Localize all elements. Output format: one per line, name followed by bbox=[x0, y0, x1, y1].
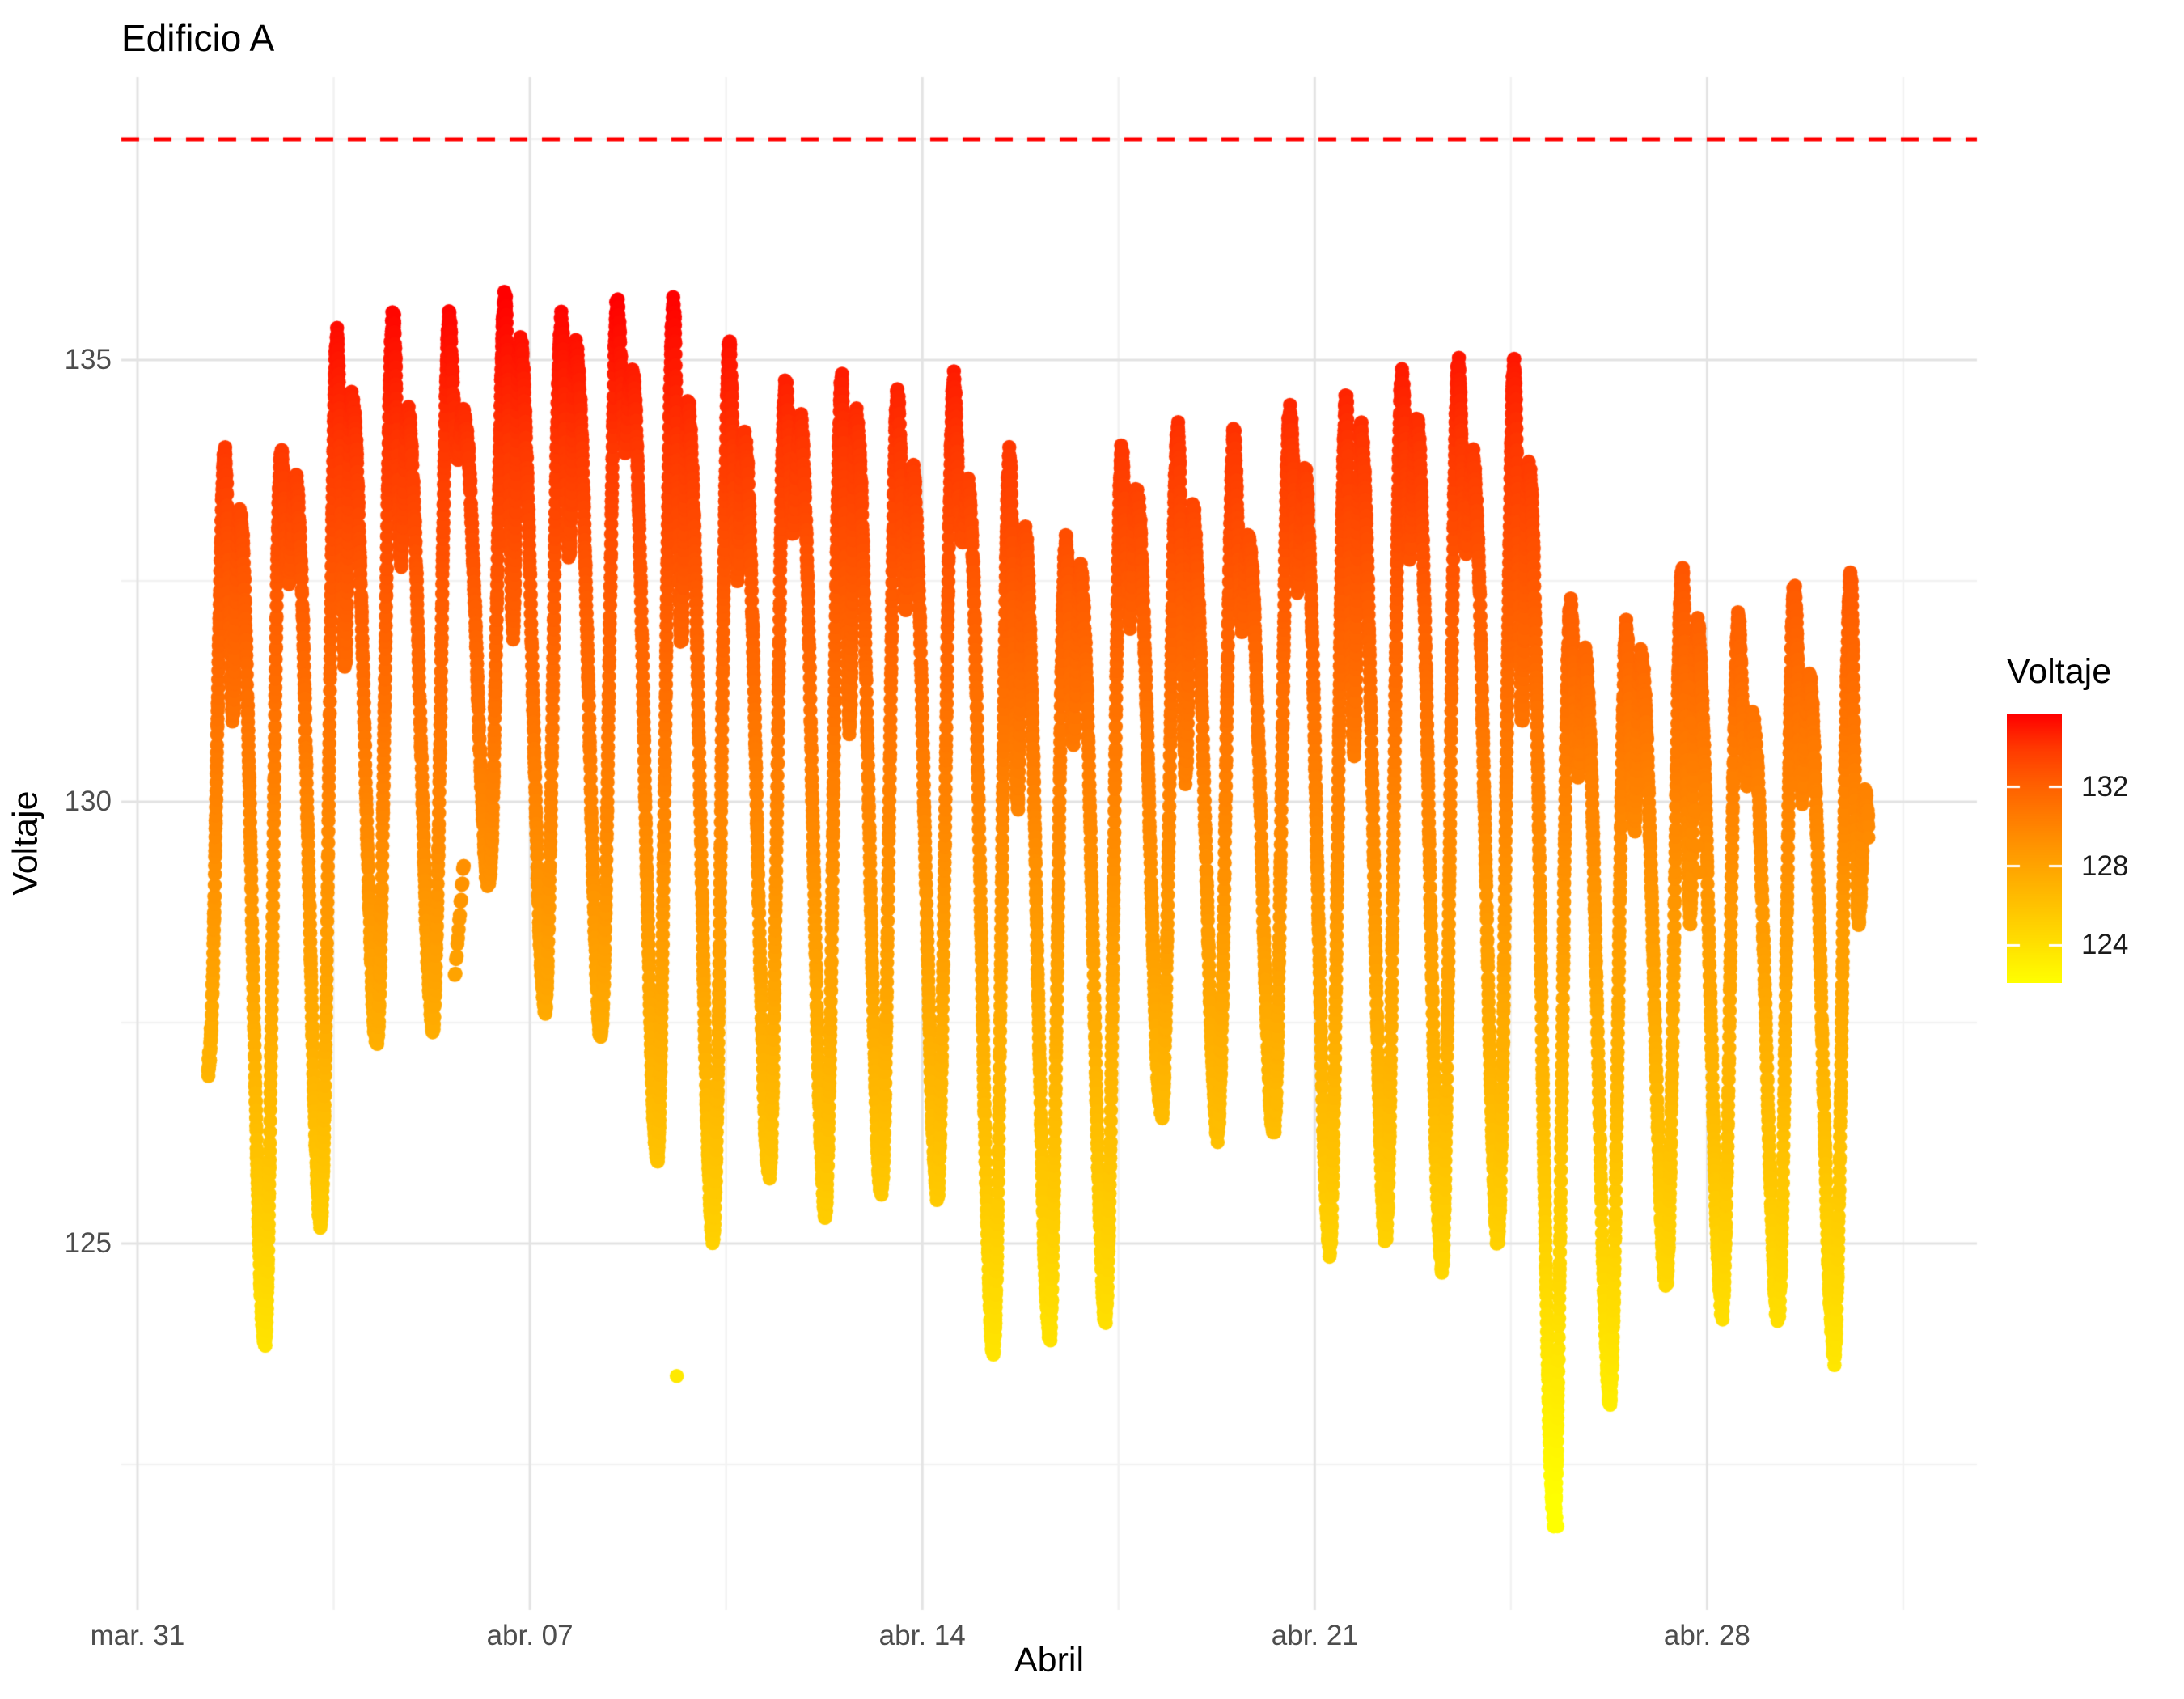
legend-tick-label-132: 132 bbox=[2081, 770, 2129, 803]
x-tick-label-1: abr. 07 bbox=[486, 1620, 574, 1651]
legend-title: Voltaje bbox=[2007, 652, 2112, 691]
chart-title: Edificio A bbox=[121, 17, 275, 59]
x-tick-label-0: mar. 31 bbox=[90, 1620, 185, 1651]
x-tick-label-2: abr. 14 bbox=[878, 1620, 966, 1651]
legend-tick-label-128: 128 bbox=[2081, 850, 2129, 882]
x-tick-label-3: abr. 21 bbox=[1271, 1620, 1358, 1651]
y-tick-label-130: 130 bbox=[64, 786, 112, 817]
legend-colorbar bbox=[2007, 714, 2062, 983]
y-tick-label-125: 125 bbox=[64, 1227, 112, 1259]
x-axis-title: Abril bbox=[1014, 1641, 1085, 1680]
x-tick-label-4: abr. 28 bbox=[1663, 1620, 1750, 1651]
y-tick-label-135: 135 bbox=[64, 344, 112, 375]
legend-tick-label-124: 124 bbox=[2081, 929, 2129, 961]
